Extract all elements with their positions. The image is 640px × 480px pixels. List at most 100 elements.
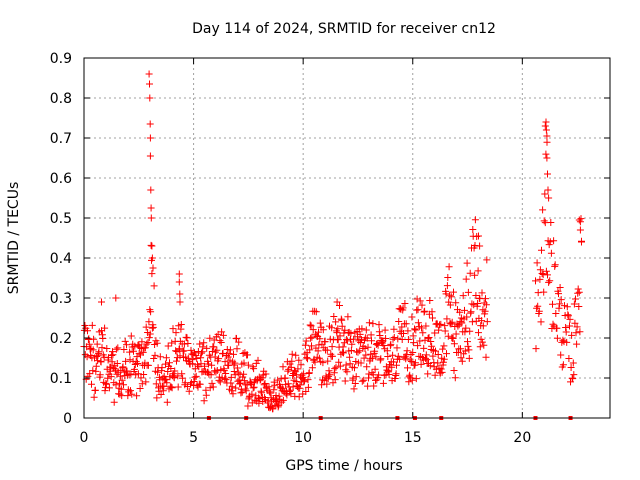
data-point [422,322,430,330]
data-point [97,358,105,366]
data-point [240,370,248,378]
data-point [158,364,166,372]
data-point [284,367,292,375]
data-point [145,334,153,342]
data-point [546,238,554,246]
data-point [550,237,558,245]
data-point [172,329,180,337]
data-point [471,271,479,279]
data-point [295,356,303,364]
data-point [134,370,142,378]
data-point [240,377,248,385]
data-point [117,385,125,393]
data-point [273,400,281,408]
data-point [257,375,265,383]
data-point [566,315,574,323]
data-point [572,295,579,303]
data-point [232,384,240,392]
data-point [342,361,350,369]
data-point [112,345,120,353]
data-point [198,349,205,357]
data-point [123,341,130,349]
data-point [225,350,233,358]
data-point [357,359,365,367]
y-tick-label: 0.8 [50,91,72,107]
data-point [410,339,418,347]
data-point [575,303,583,310]
data-point [136,385,144,392]
data-point [482,301,490,309]
data-point [399,304,407,312]
data-point [307,334,315,342]
data-point [275,401,283,409]
data-point [93,340,101,348]
data-point [559,361,567,369]
data-point [134,360,141,367]
data-point [361,345,369,352]
data-point [544,271,551,279]
data-point [556,300,564,308]
data-point [200,397,208,405]
x-tick-label: 5 [189,430,198,446]
data-point [89,367,97,375]
data-point [393,361,400,369]
data-point [252,359,260,367]
data-point [443,350,450,358]
data-point [404,336,412,343]
data-point [463,313,471,321]
data-point [199,343,207,351]
data-point [442,290,450,298]
data-point [127,332,135,340]
data-point [93,353,101,360]
data-point [402,320,410,328]
data-point [297,361,305,369]
data-point [146,94,154,102]
data-point [356,330,364,338]
data-point [552,310,560,317]
data-point [419,329,427,337]
data-point [456,318,464,326]
data-point [438,368,446,376]
data-point [447,320,455,328]
data-point [168,384,176,392]
data-point [343,368,351,376]
data-point [577,215,585,223]
data-point [540,288,548,296]
data-point [249,384,257,392]
data-point [407,358,415,365]
data-point [304,355,311,363]
data-point [274,376,282,384]
data-point [428,308,436,316]
data-point [367,350,375,358]
data-point [381,326,389,334]
data-point [439,345,447,353]
data-point [205,360,212,368]
data-point [163,379,171,387]
data-point [459,292,467,300]
data-point [308,333,316,341]
data-point [464,342,472,350]
data-point [130,347,137,355]
data-point [118,376,126,384]
data-point [255,399,263,407]
data-point [287,363,295,371]
data-point [316,335,324,343]
data-point [479,322,487,330]
data-point [448,334,456,342]
data-point [370,382,378,390]
data-point [147,308,155,316]
data-point [103,345,111,352]
data-point [164,368,172,375]
data-point [326,335,334,343]
data-point [418,301,426,309]
data-point [538,246,545,254]
data-point [135,349,143,357]
data-point [402,355,410,363]
data-point [458,319,466,327]
data-point [425,334,433,341]
data-point [440,342,448,350]
x-tick-label: 0 [80,430,89,446]
data-point [392,370,400,378]
data-point [364,382,372,390]
data-point [476,242,484,250]
